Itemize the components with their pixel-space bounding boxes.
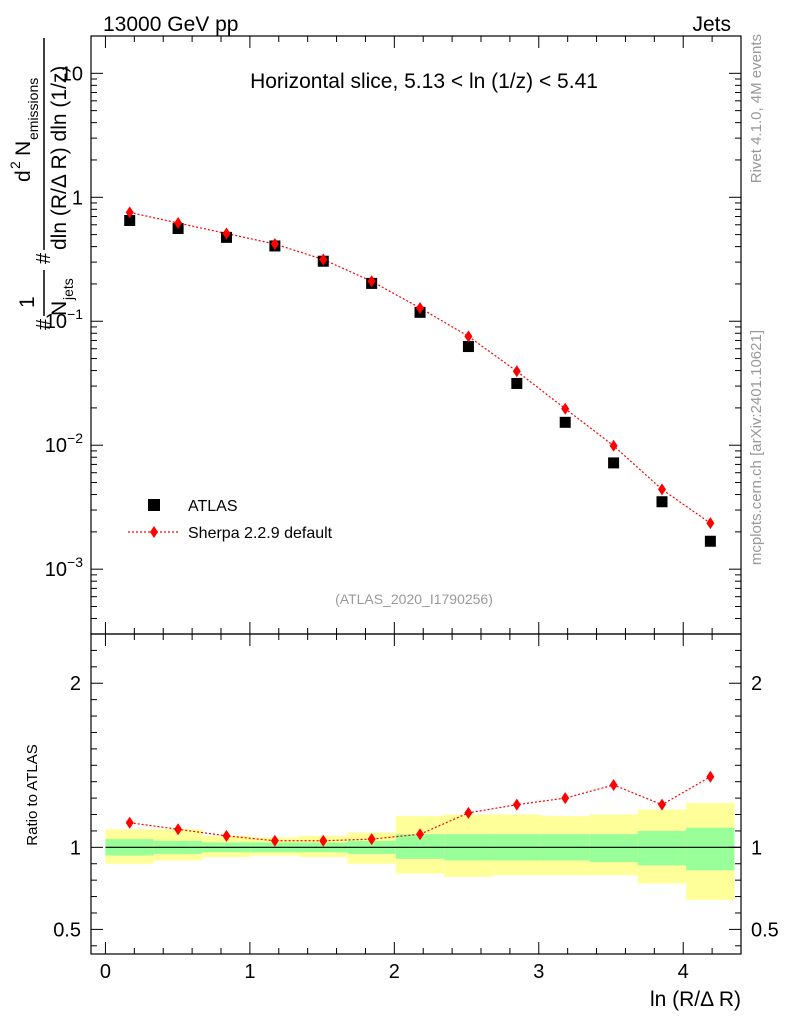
ratio-y-tick-label-right: 0.5 [751,919,779,941]
atlas-point [511,377,523,389]
x-tick-label: 2 [389,961,400,983]
ylabel-nem-sub: emissions [25,78,41,140]
atlas-point [656,496,668,508]
ratio-band-inner [637,830,687,866]
ylabel-nem: N [12,141,35,156]
main-y-axis-label: # 1 N jets # d 2 N emissions dln (R/Δ R)… [7,38,76,330]
sherpa-point [464,330,473,343]
main-y-tick-label: 10−2 [45,430,83,457]
ratio-point [174,823,183,836]
main-y-ticks: 10−3 10−2 10−1 1 10 [45,35,741,635]
main-y-tick-label: 10−3 [45,554,83,581]
legend-sherpa-label: Sherpa 2.2.9 default [188,525,333,542]
ratio-band-inner [686,827,735,871]
mcplots-label: mcplots.cern.ch [arXiv:2401.10621] [748,330,765,565]
ratio-frame [90,633,742,955]
sherpa-point [512,365,521,378]
ratio-point [706,770,715,783]
ylabel-hash-1: # [33,318,55,330]
ylabel-one: 1 [16,296,39,308]
ratio-point [512,798,521,811]
ratio-y-tick-label: 0.5 [53,919,81,941]
sherpa-point [561,402,570,415]
legend-atlas-marker [148,499,160,511]
sherpa-point [367,275,376,288]
ratio-point [561,792,570,805]
main-marks [124,206,716,547]
atlas-point [462,341,474,353]
ratio-band-inner [589,834,638,863]
x-axis-label: ln (R/Δ R) [650,988,741,1011]
sherpa-point [319,253,328,266]
main-y-tick-label: 10−1 [45,306,83,333]
ylabel-denominator: dln (R/Δ R) dln (1/z) [48,66,71,250]
sherpa-point [222,227,231,240]
sherpa-point [125,206,134,219]
ratio-point [319,834,328,847]
ratio-ticks: 0.5 0.5 1 1 2 2 0 1 2 3 4 [53,634,779,983]
ylabel-d2-sup: 2 [7,161,23,169]
atlas-point [559,416,571,428]
ylabel-hash-2: # [33,252,55,264]
atlas-point [124,214,136,226]
sherpa-point [657,483,666,496]
ratio-y-tick-label-right: 1 [751,837,762,859]
main-frame [90,35,742,635]
x-tick-label: 0 [100,961,111,983]
ylabel-njets-sub: jets [60,278,76,301]
energy-label: 13000 GeV pp [103,13,238,36]
main-panel: 10−3 10−2 10−1 1 10 Horizontal slice, 5.13 <… [7,35,742,635]
sherpa-point [706,517,715,530]
analysis-watermark: (ATLAS_2020_I1790256) [335,591,493,607]
atlas-point [608,457,620,469]
jets-label: Jets [692,13,731,36]
legend-sherpa-marker [150,526,158,538]
sherpa-point [416,301,425,314]
ratio-y-tick-label-right: 2 [751,673,762,695]
ratio-point [464,806,473,819]
ratio-point [270,834,279,847]
sherpa-line [129,211,711,524]
ratio-panel: 0.5 0.5 1 1 2 2 0 1 2 3 4 Ratio to ATLAS ln (R/Δ R… [24,633,779,1011]
ratio-point [657,798,666,811]
x-tick-label: 4 [678,961,689,983]
x-tick-label: 1 [244,961,255,983]
legend: ATLAS Sherpa 2.2.9 default [128,498,333,542]
ratio-uncertainty-bands [105,803,735,900]
ratio-y-tick-label: 1 [70,837,81,859]
main-y-tick-label: 10 [61,63,83,85]
ylabel-njets: N [48,301,71,316]
ratio-marks [125,770,715,847]
main-title: Horizontal slice, 5.13 < ln (1/z) < 5.41 [250,70,598,93]
ratio-point [222,829,231,842]
ratio-point [125,816,134,829]
main-y-tick-label: 1 [72,187,83,209]
legend-atlas-label: ATLAS [188,498,238,515]
ratio-y-axis-label: Ratio to ATLAS [24,744,41,845]
atlas-point [704,535,716,547]
ylabel-d2: d [12,170,35,182]
ratio-point [609,778,618,791]
sherpa-point [609,439,618,452]
rivet-version-label: Rivet 4.1.0, 4M events [748,34,765,183]
ratio-y-tick-label: 2 [70,673,81,695]
ratio-point [416,828,425,841]
sherpa-point [270,237,279,250]
ratio-point [367,833,376,846]
x-tick-label: 3 [533,961,544,983]
sherpa-point [174,217,183,230]
